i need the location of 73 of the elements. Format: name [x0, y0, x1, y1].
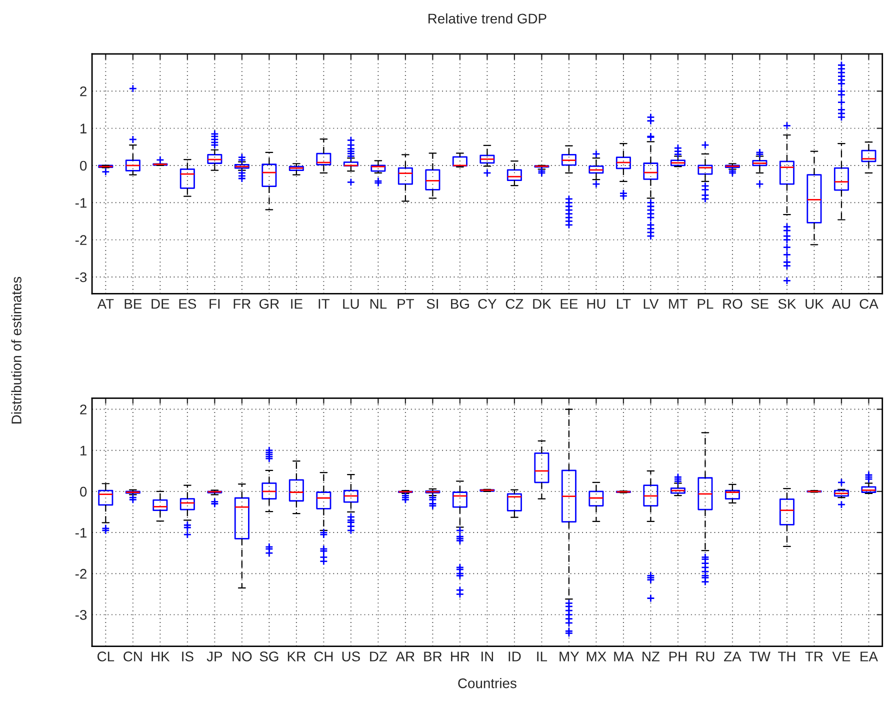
y-tick-label: 2	[80, 404, 86, 414]
x-tick-label: CH	[314, 652, 333, 662]
x-tick-label: IS	[182, 652, 194, 662]
x-tick-label: HR	[451, 652, 470, 662]
x-tick-label: NO	[232, 652, 252, 662]
x-tick-label: RU	[696, 652, 714, 662]
x-tick-label: DE	[152, 299, 170, 309]
x-tick-label: TW	[749, 652, 770, 662]
x-tick-label: HK	[152, 652, 170, 662]
y-tick-label: 0	[80, 486, 87, 497]
x-axis-title: Countries	[458, 678, 516, 688]
x-tick-label: ES	[179, 298, 196, 309]
y-tick-label: 1	[80, 446, 86, 456]
x-tick-label: AR	[396, 652, 414, 662]
x-tick-label: IT	[318, 299, 330, 309]
x-tick-label: CN	[124, 652, 142, 662]
x-tick-label: IL	[537, 652, 548, 662]
x-tick-label: EA	[860, 652, 878, 662]
x-tick-label: ZA	[724, 652, 742, 662]
x-tick-label: FR	[234, 299, 251, 309]
x-tick-label: DZ	[370, 652, 388, 662]
y-tick-label: -1	[75, 198, 86, 208]
x-tick-label: LV	[644, 299, 659, 309]
x-tick-label: CL	[97, 652, 114, 662]
y-tick-label: 2	[80, 86, 86, 96]
x-tick-label: IN	[482, 652, 494, 662]
y-tick-label: -2	[75, 235, 86, 245]
x-tick-label: MX	[586, 652, 606, 662]
x-tick-label: CZ	[506, 298, 524, 309]
x-tick-label: GR	[259, 298, 279, 309]
x-tick-label: FI	[210, 299, 220, 309]
x-tick-label: KR	[288, 652, 306, 662]
x-tick-label: MT	[669, 299, 688, 309]
x-tick-label: AU	[832, 299, 850, 309]
x-tick-label: AT	[97, 299, 114, 309]
x-tick-label: NL	[370, 299, 387, 309]
x-tick-label: BR	[424, 652, 442, 662]
x-tick-label: TR	[805, 652, 823, 662]
y-tick-label: -3	[75, 610, 87, 620]
x-tick-label: RO	[723, 298, 742, 309]
y-tick-label: -3	[75, 272, 87, 282]
x-tick-label: US	[342, 652, 360, 662]
x-tick-label: LU	[343, 299, 359, 309]
x-tick-label: SG	[260, 652, 278, 662]
x-tick-label: LT	[617, 299, 631, 309]
x-tick-label: VE	[832, 652, 850, 662]
x-tick-label: NZ	[642, 652, 660, 662]
x-tick-label: CA	[860, 298, 878, 309]
x-tick-label: ID	[508, 652, 521, 662]
x-tick-label: HU	[587, 299, 606, 309]
x-tick-label: SE	[751, 298, 768, 309]
x-tick-label: MA	[614, 652, 634, 662]
x-tick-label: BE	[124, 299, 142, 309]
x-tick-label: IE	[291, 299, 302, 309]
y-tick-label: 1	[80, 124, 86, 134]
x-tick-label: MY	[560, 652, 580, 662]
y-tick-label: -2	[75, 568, 86, 579]
y-tick-label: 0	[80, 160, 87, 171]
x-tick-label: JP	[206, 652, 222, 662]
x-tick-label: TH	[778, 652, 796, 662]
x-tick-label: BG	[451, 298, 469, 309]
x-tick-label: PH	[669, 652, 686, 662]
x-tick-label: UK	[806, 299, 824, 309]
x-tick-label: EE	[560, 299, 578, 309]
x-tick-label: PL	[698, 299, 714, 309]
y-tick-label: -1	[75, 528, 86, 538]
x-tick-label: SI	[426, 298, 438, 309]
x-tick-label: CY	[478, 298, 497, 309]
x-tick-label: SK	[778, 298, 796, 309]
y-axis-title: Distribution of estimates	[11, 276, 22, 424]
chart-title: Relative trend GDP	[428, 13, 546, 24]
x-tick-label: PT	[398, 299, 414, 309]
x-tick-label: DK	[533, 299, 552, 309]
